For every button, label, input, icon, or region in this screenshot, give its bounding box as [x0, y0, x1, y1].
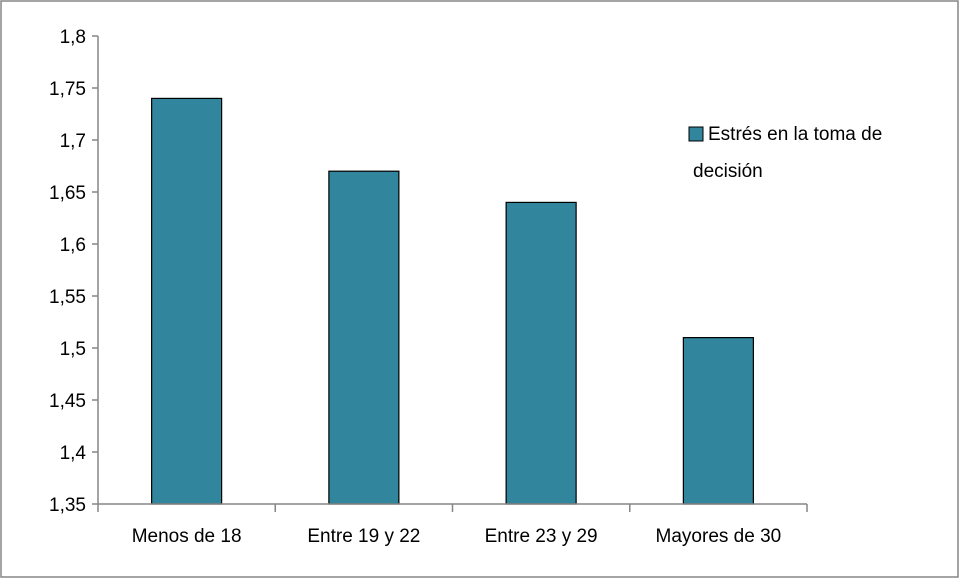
legend: Estrés en la toma de decisión	[688, 124, 882, 182]
bar	[505, 201, 577, 505]
y-tick-label: 1,75	[49, 79, 86, 100]
y-axis-ticks: 1,35 1,4 1,45 1,5 1,55 1,6 1,65 1,7 1,75 1,8	[49, 27, 98, 516]
y-tick-label: 1,65	[49, 183, 86, 204]
y-tick-label: 1,6	[60, 235, 86, 256]
y-tick-label: 1,5	[60, 339, 86, 360]
legend-label-line-1: Estrés en la toma de	[708, 124, 882, 145]
y-tick-label: 1,45	[49, 391, 86, 412]
y-tick-label: 1,4	[60, 443, 87, 464]
y-tick-label: 1,55	[49, 287, 86, 308]
bar	[682, 337, 754, 505]
legend-swatch	[688, 126, 704, 142]
y-tick-label: 1,7	[60, 131, 86, 152]
bar	[328, 170, 400, 505]
y-tick-label: 1,8	[60, 27, 86, 48]
legend-label-line-2: decisión	[693, 161, 763, 182]
y-tick-label: 1,35	[49, 495, 86, 516]
x-axis-labels: Menos de 18 Entre 19 y 22 Entre 23 y 29 May…	[97, 504, 808, 547]
x-tick-label: Entre 19 y 22	[307, 526, 420, 547]
bar	[151, 97, 223, 505]
bars-group	[151, 97, 754, 505]
x-tick-label: Mayores de 30	[656, 526, 782, 547]
x-tick-label: Menos de 18	[132, 526, 242, 547]
x-tick-label: Entre 23 y 29	[485, 526, 598, 547]
